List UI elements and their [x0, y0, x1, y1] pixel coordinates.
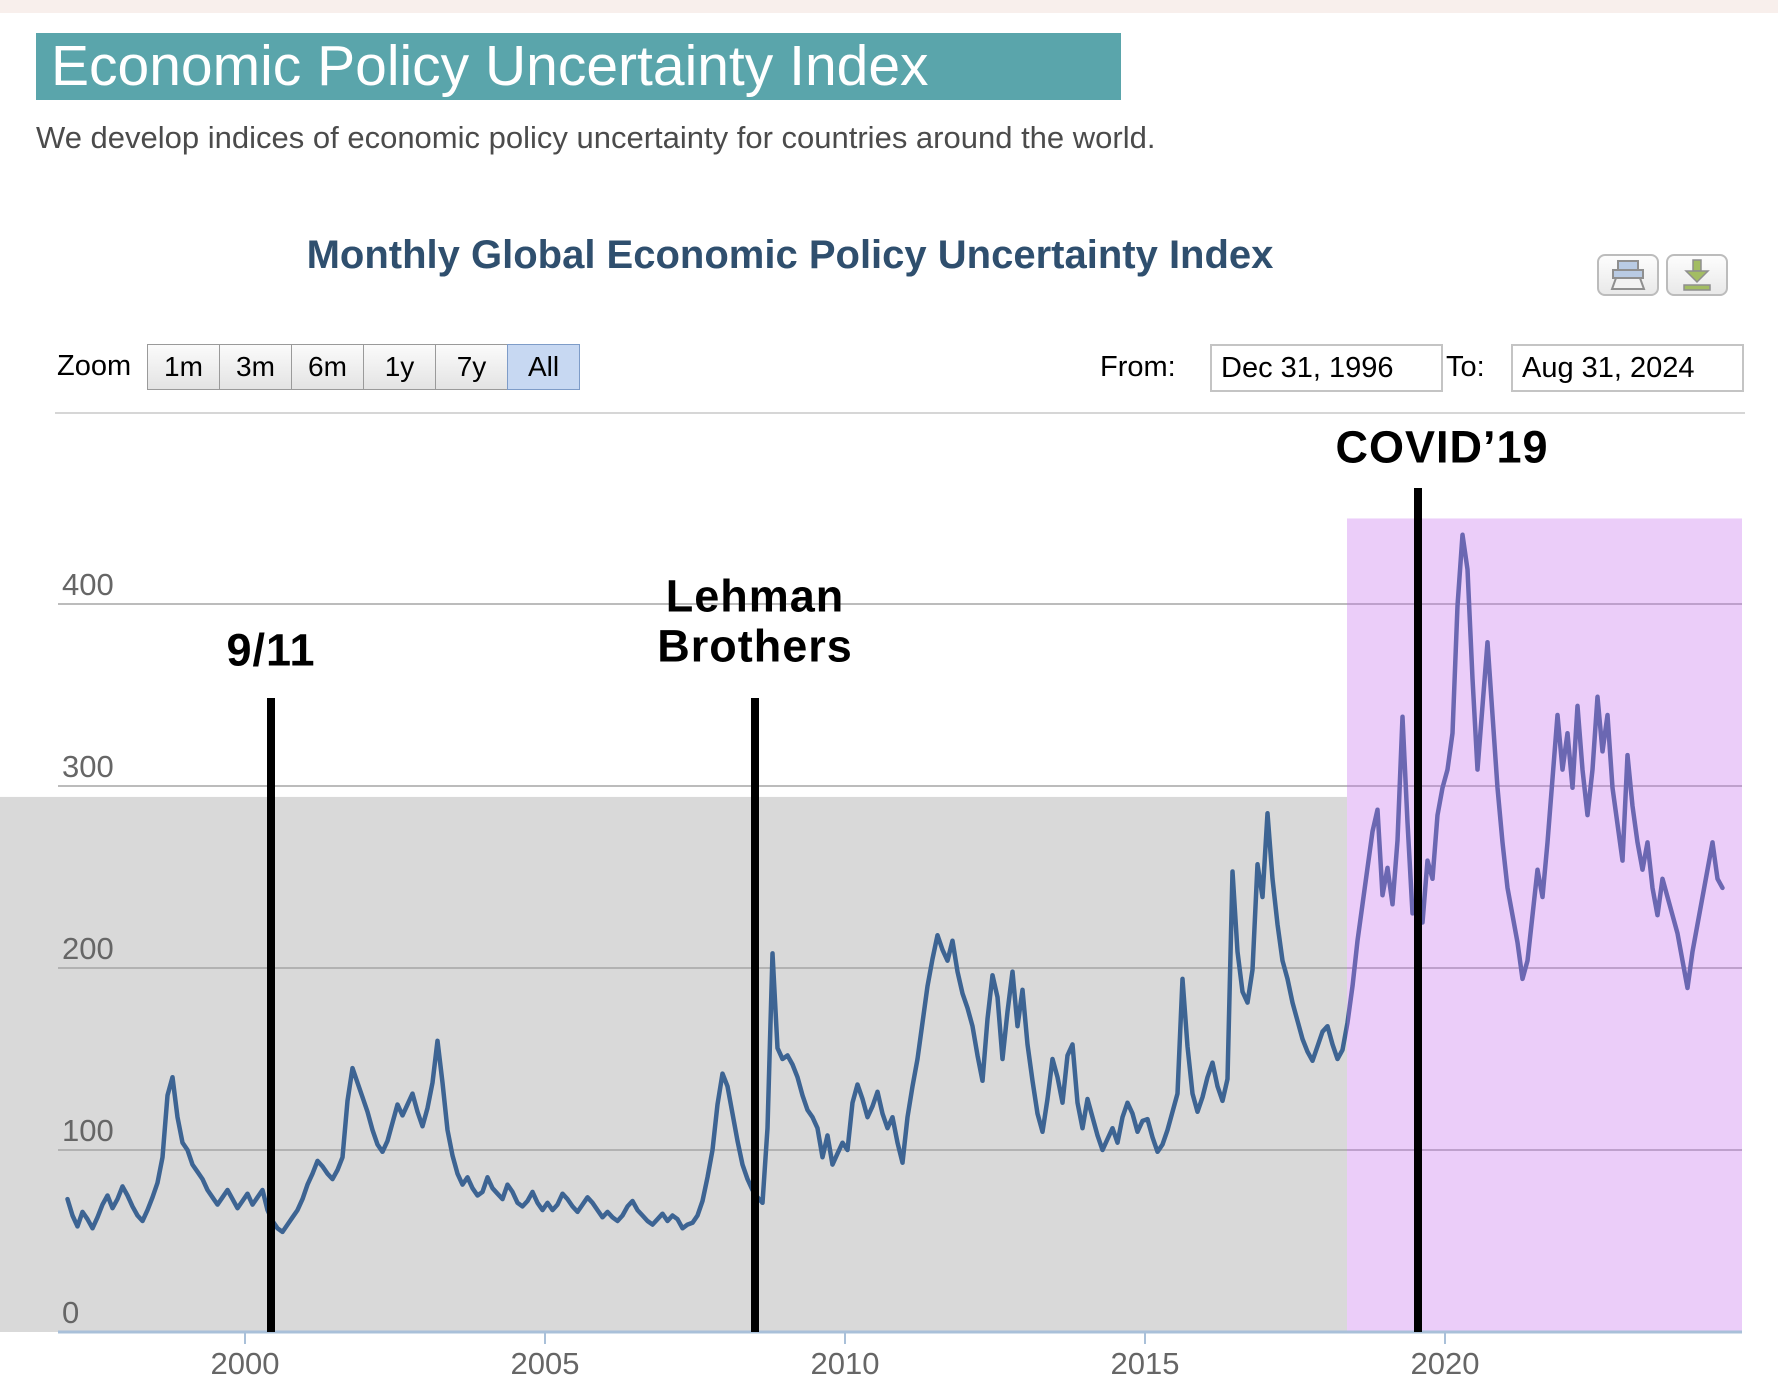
epu-series-line [65, 532, 1725, 1235]
zoom-button-7y[interactable]: 7y [435, 344, 508, 390]
zoom-button-6m[interactable]: 6m [291, 344, 364, 390]
zoom-button-1y[interactable]: 1y [363, 344, 436, 390]
to-label: To: [1446, 351, 1485, 383]
page-banner: Economic Policy Uncertainty Index [36, 33, 1121, 100]
y-tick-label-300: 300 [62, 749, 114, 784]
from-date-input[interactable]: Dec 31, 1996 [1210, 344, 1443, 392]
gray-history-band [0, 796, 1347, 1332]
epu-chart: 0 100 200 300 400 2000 2005 2010 2015 2020 9/11 Leh… [0, 412, 1745, 1381]
x-tick-label-2015: 2015 [1111, 1346, 1180, 1381]
zoom-button-all[interactable]: All [507, 344, 580, 390]
download-icon [1668, 259, 1726, 291]
x-tick-label-2005: 2005 [511, 1346, 580, 1381]
event-lehman-label: Brothers [657, 621, 853, 672]
print-chart-button[interactable] [1597, 254, 1659, 296]
y-tick-label-100: 100 [62, 1113, 114, 1148]
zoom-buttons: 1m 3m 6m 1y 7y All [147, 344, 580, 390]
zoom-button-1m[interactable]: 1m [147, 344, 220, 390]
covid-era-band [1347, 518, 1742, 1332]
x-tick-label-2010: 2010 [811, 1346, 880, 1381]
x-tick-label-2020: 2020 [1411, 1346, 1480, 1381]
event-covid-label: COVID’19 [1335, 422, 1548, 473]
y-tick-label-400: 400 [62, 567, 114, 602]
page-top-strip [0, 0, 1778, 13]
y-tick-label-200: 200 [62, 931, 114, 966]
from-label: From: [1100, 351, 1176, 383]
event-lehman-label: Lehman [666, 571, 845, 622]
event-9-11-label: 9/11 [226, 625, 315, 676]
download-chart-button[interactable] [1666, 254, 1728, 296]
printer-icon [1599, 259, 1657, 291]
page-subtitle: We develop indices of economic policy un… [36, 120, 1156, 155]
page-title: Economic Policy Uncertainty Index [51, 34, 929, 98]
y-tick-label-0: 0 [62, 1295, 79, 1330]
to-date-input[interactable]: Aug 31, 2024 [1511, 344, 1744, 392]
zoom-button-3m[interactable]: 3m [219, 344, 292, 390]
zoom-label: Zoom [57, 350, 132, 382]
chart-title: Monthly Global Economic Policy Uncertain… [306, 233, 1274, 277]
x-tick-label-2000: 2000 [211, 1346, 280, 1381]
